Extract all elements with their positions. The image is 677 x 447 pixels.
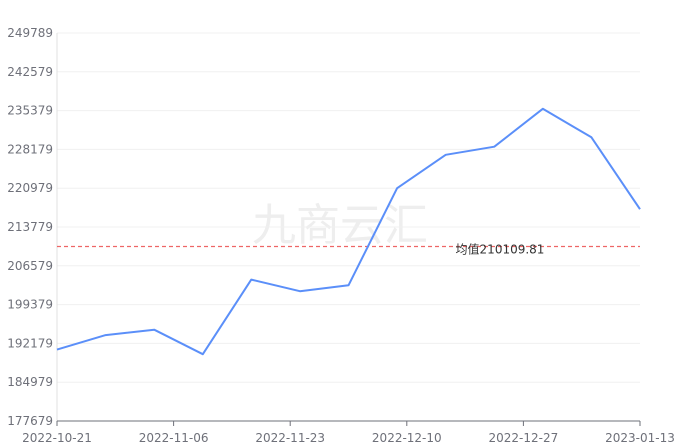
y-tick-label: 213779 [7, 220, 53, 234]
y-tick-label: 192179 [7, 336, 53, 350]
y-tick-label: 206579 [7, 259, 53, 273]
y-tick-label: 220979 [7, 181, 53, 195]
series-layer [56, 107, 641, 356]
watermark: 九商云汇 [252, 200, 428, 251]
x-tick-label: 2022-11-06 [139, 431, 209, 445]
y-tick-label: 249789 [7, 26, 53, 40]
x-tick-label: 2022-12-10 [372, 431, 442, 445]
x-tick-label: 2022-11-23 [255, 431, 325, 445]
x-axis-ticks: 2022-10-21 2022-11-06 2022-11-23 2022-12-10… [22, 421, 675, 445]
y-tick-label: 235379 [7, 104, 53, 118]
y-tick-label: 199379 [7, 298, 53, 312]
grid-lines [57, 32, 640, 383]
x-tick-label: 2023-01-13 [605, 431, 675, 445]
x-tick-label: 2022-10-21 [22, 431, 92, 445]
x-tick-label: 2022-12-27 [489, 431, 559, 445]
average-label: 均值210109.81 [456, 242, 545, 257]
y-tick-label: 177679 [7, 414, 53, 428]
y-axis-ticks: 177679 184979 192179 199379 206579 213779 2209… [7, 26, 53, 428]
y-tick-label: 228179 [7, 142, 53, 156]
y-tick-label: 242579 [7, 65, 53, 79]
y-tick-label: 184979 [7, 375, 53, 389]
